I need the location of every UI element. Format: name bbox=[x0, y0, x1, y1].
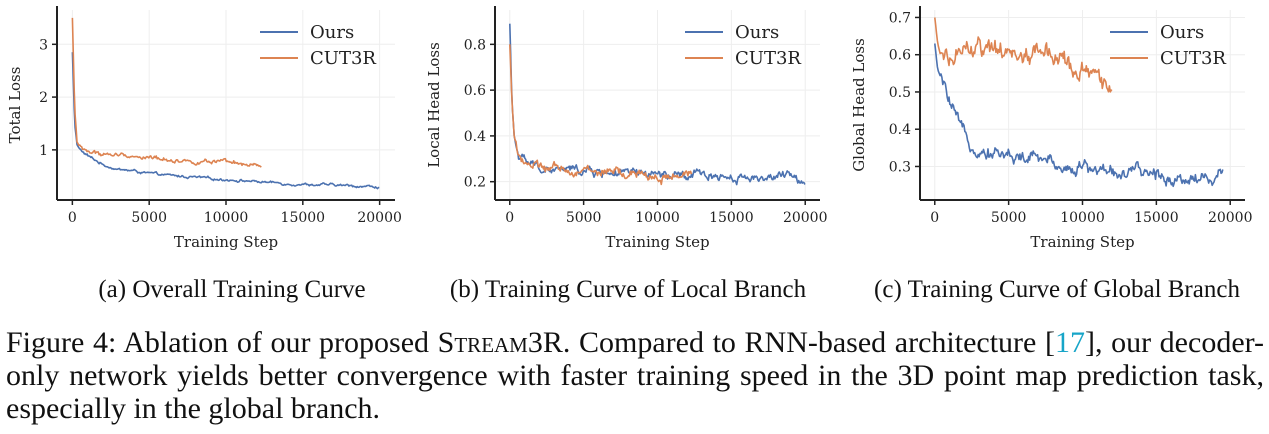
chart-panel-3: 0 5000 10000 15000 20000 0.3 0.4 0.5 0.6 0.7 Train… bbox=[850, 6, 1253, 251]
figure-caption: Figure 4: Ablation of our proposed Strea… bbox=[6, 326, 1264, 425]
method-name: Stream3R bbox=[437, 326, 563, 359]
y-tick-label: 0.7 bbox=[889, 10, 911, 26]
x-tick-label: 15000 bbox=[1134, 210, 1179, 226]
subcaption-b: (b) Training Curve of Local Branch bbox=[449, 276, 807, 303]
y-tick-label: 0.6 bbox=[889, 48, 911, 64]
x-tick-label: 10000 bbox=[204, 210, 249, 226]
subcaption-a: (a) Overall Training Curve bbox=[98, 276, 366, 303]
y-tick-label: 0.8 bbox=[464, 37, 486, 53]
y-tick-label: 0.4 bbox=[889, 122, 911, 138]
caption-prefix: Figure 4: Ablation of our proposed bbox=[6, 326, 438, 359]
x-tick-label: 5000 bbox=[991, 210, 1027, 226]
x-axis-label: Training Step bbox=[174, 233, 278, 251]
x-tick-label: 15000 bbox=[281, 210, 326, 226]
y-tick-label: 0.4 bbox=[464, 129, 486, 145]
x-tick-label: 5000 bbox=[131, 210, 167, 226]
legend-label-cut3r: CUT3R bbox=[310, 48, 376, 69]
y-tick-label: 2 bbox=[39, 90, 48, 106]
x-tick-label: 15000 bbox=[709, 210, 754, 226]
y-tick-label: 0.6 bbox=[464, 83, 486, 99]
x-tick-label: 10000 bbox=[1060, 210, 1105, 226]
x-tick-label: 20000 bbox=[357, 210, 402, 226]
x-tick-label: 20000 bbox=[1208, 210, 1253, 226]
figure-charts: 0 5000 10000 15000 20000 1 2 3 Training Step Tota… bbox=[6, 6, 1253, 251]
y-tick-label: 3 bbox=[39, 37, 48, 53]
y-axis-label: Global Head Loss bbox=[850, 38, 868, 172]
y-axis-label: Local Head Loss bbox=[425, 42, 443, 168]
x-tick-label: 0 bbox=[505, 210, 514, 226]
legend-label-cut3r: CUT3R bbox=[1160, 48, 1226, 69]
x-axis-label: Training Step bbox=[1030, 233, 1134, 251]
y-tick-label: 0.5 bbox=[889, 85, 911, 101]
y-tick-label: 0.3 bbox=[889, 159, 911, 175]
legend-label-ours: Ours bbox=[1160, 22, 1204, 43]
citation-link[interactable]: 17 bbox=[1054, 326, 1085, 359]
x-axis-label: Training Step bbox=[605, 233, 709, 251]
series-line-cut3r bbox=[509, 44, 693, 186]
legend-label-ours: Ours bbox=[735, 22, 779, 43]
subcaption-c: (c) Training Curve of Global Branch bbox=[874, 276, 1240, 303]
series-line-cut3r bbox=[71, 17, 262, 168]
y-axis-label: Total Loss bbox=[6, 67, 24, 144]
series-line-ours bbox=[71, 52, 380, 190]
x-tick-label: 20000 bbox=[783, 210, 828, 226]
y-tick-label: 0.2 bbox=[464, 175, 486, 191]
caption-suffix: ], our decoder-only network yields bette… bbox=[6, 326, 1265, 425]
series-line-cut3r bbox=[934, 17, 1113, 93]
y-tick-label: 1 bbox=[39, 143, 48, 159]
x-tick-label: 5000 bbox=[566, 210, 602, 226]
x-tick-label: 0 bbox=[930, 210, 939, 226]
caption-middle: . Compared to RNN-based architecture [ bbox=[562, 326, 1055, 359]
legend-label-ours: Ours bbox=[310, 22, 354, 43]
series-line-ours bbox=[934, 43, 1224, 188]
chart-panel-2: 0 5000 10000 15000 20000 0.2 0.4 0.6 0.8 Training… bbox=[425, 6, 828, 251]
legend-label-cut3r: CUT3R bbox=[735, 48, 801, 69]
chart-panel-1: 0 5000 10000 15000 20000 1 2 3 Training Step Tota… bbox=[6, 6, 402, 251]
x-tick-label: 10000 bbox=[635, 210, 680, 226]
x-tick-label: 0 bbox=[68, 210, 77, 226]
